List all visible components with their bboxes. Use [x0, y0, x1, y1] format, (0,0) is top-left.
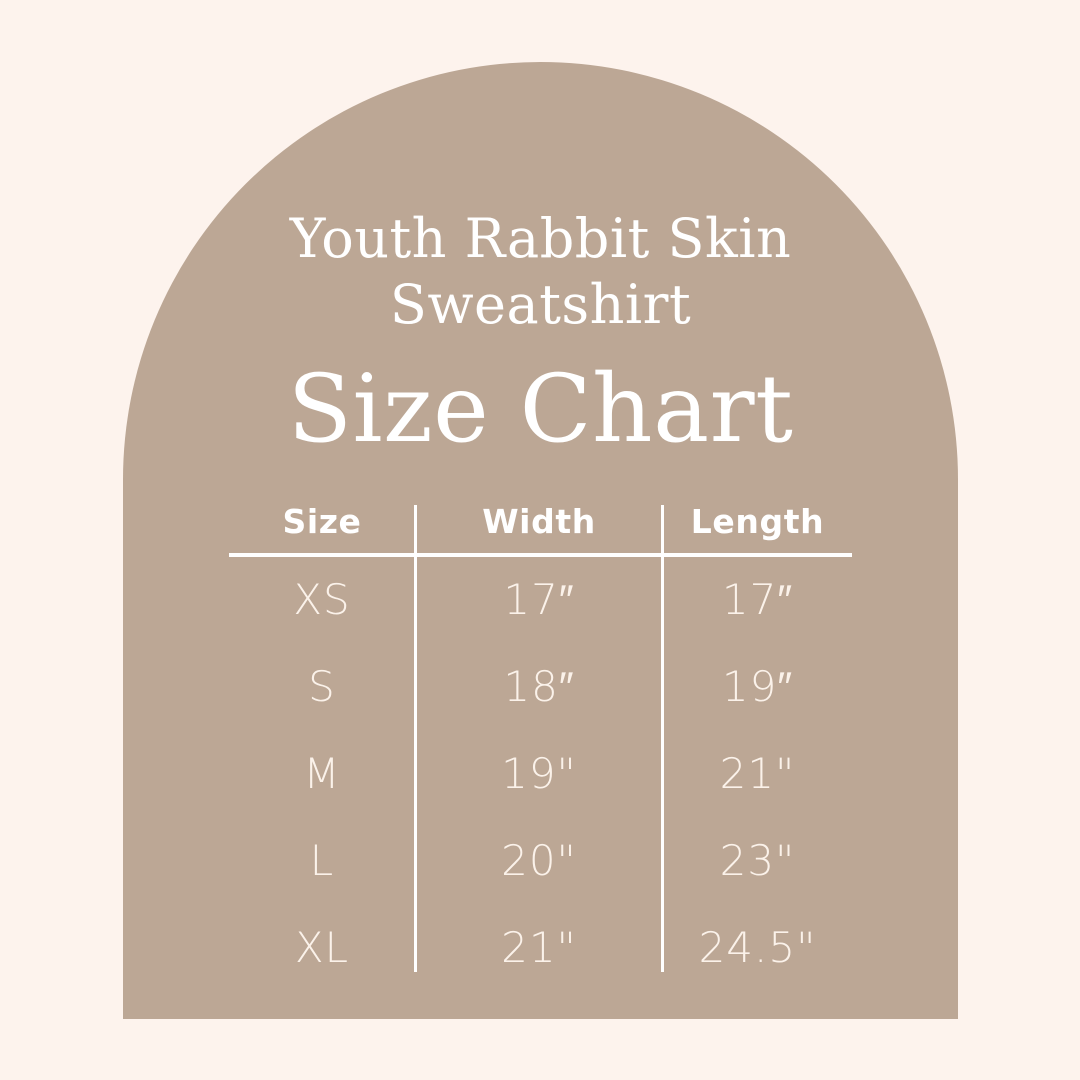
table-cell-width-xs: 17″ [503, 575, 575, 624]
table-cell-width-xl: 21" [501, 923, 577, 972]
column-header-width: Width [482, 502, 596, 541]
table-column-size: Size XS S M L XL [229, 490, 415, 980]
arch-background-shape [123, 62, 958, 1019]
table-cell-size-s: S [308, 662, 336, 711]
table-cell-width-m: 19" [501, 749, 577, 798]
table-cell-length-xl: 24.5" [698, 923, 817, 972]
size-chart-table: Size XS S M L XL Width 17″ 18″ 19" 20" 2… [229, 490, 852, 980]
table-cell-length-m: 21" [719, 749, 796, 798]
table-cell-width-s: 18″ [503, 662, 575, 711]
table-cell-size-xs: XS [293, 575, 351, 624]
table-cell-length-xs: 17″ [721, 575, 794, 624]
column-header-size: Size [282, 502, 362, 541]
table-column-length: Length 17″ 19″ 21" 23" 24.5" [663, 490, 852, 980]
product-title-line-1: Youth Rabbit Skin [289, 207, 792, 270]
table-header-divider [229, 553, 852, 557]
table-column-width: Width 17″ 18″ 19" 20" 21" [415, 490, 663, 980]
table-column-divider-2 [661, 505, 664, 972]
table-column-divider-1 [414, 505, 417, 972]
page-title: Size Chart [287, 355, 794, 464]
table-cell-size-xl: XL [294, 923, 350, 972]
table-cell-size-l: L [309, 836, 335, 885]
product-title-line-2: Sweatshirt [389, 273, 692, 336]
table-cell-width-l: 20" [501, 836, 577, 885]
table-cell-length-s: 19″ [721, 662, 794, 711]
table-cell-size-m: M [303, 749, 341, 798]
column-header-length: Length [690, 502, 825, 541]
product-title: Youth Rabbit Skin Sweatshirt [123, 206, 958, 338]
table-cell-length-l: 23" [719, 836, 796, 885]
